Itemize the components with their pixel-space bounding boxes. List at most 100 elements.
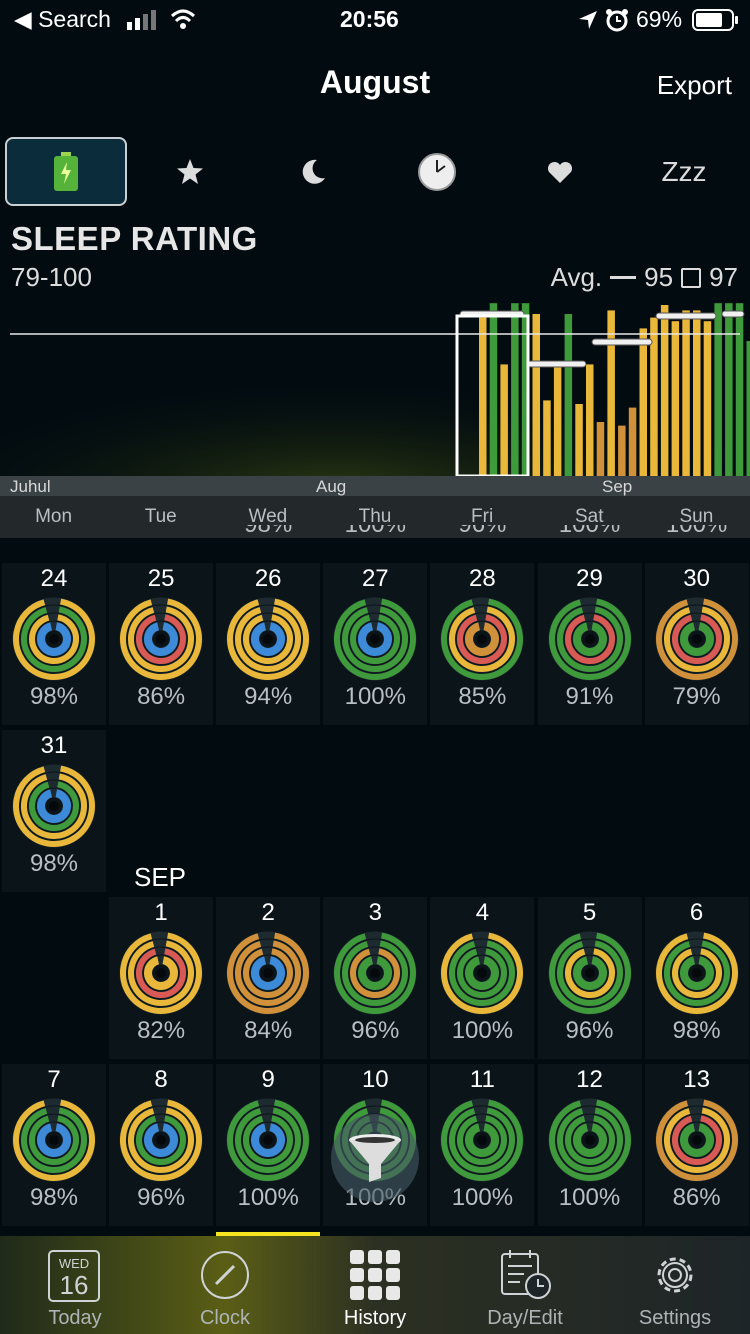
weekday-label-sun: Sun bbox=[679, 506, 714, 527]
day-cell[interactable]: 26 94% bbox=[216, 563, 321, 725]
sleep-rings-icon bbox=[12, 1098, 96, 1182]
day-cell[interactable]: 31 98% bbox=[2, 730, 106, 892]
sleep-rating-title: SLEEP RATING bbox=[11, 220, 258, 257]
partial-rating-percent: 100% bbox=[645, 525, 749, 539]
day-cell[interactable]: 1 82% bbox=[109, 897, 214, 1059]
day-cell[interactable]: 27 100% bbox=[323, 563, 428, 725]
tab-history[interactable]: History bbox=[300, 1236, 450, 1334]
tab-today[interactable]: WED 16 Today bbox=[0, 1236, 150, 1334]
month-strip: Juhul Aug Sep bbox=[0, 476, 750, 496]
day-cell[interactable]: 11 100% bbox=[430, 1064, 535, 1226]
chart-bar bbox=[735, 303, 744, 476]
moon-icon bbox=[302, 159, 325, 184]
month-label-sep-grid: SEP bbox=[134, 862, 187, 892]
rating-range: 79-100 bbox=[11, 262, 92, 292]
signal-icon bbox=[127, 10, 156, 30]
segment-zzz[interactable]: Zzz bbox=[661, 155, 707, 187]
box-swatch bbox=[681, 267, 702, 288]
day-cell[interactable]: 25 86% bbox=[109, 563, 214, 725]
day-cell[interactable]: 9 100% bbox=[216, 1064, 321, 1226]
day-rating-percent: 100% bbox=[237, 1184, 299, 1211]
sleep-rating-chart[interactable] bbox=[0, 290, 750, 496]
page-title: August bbox=[319, 64, 431, 100]
back-to-search-link[interactable]: ◀ Search bbox=[14, 6, 111, 32]
day-number: 9 bbox=[261, 1066, 275, 1093]
sleep-rings-icon bbox=[655, 597, 739, 681]
segment-star[interactable] bbox=[160, 137, 220, 206]
chart-bar bbox=[543, 400, 551, 476]
chart-bar bbox=[714, 303, 722, 476]
tab-settings[interactable]: Settings bbox=[600, 1236, 750, 1334]
day-rating-percent: 98% bbox=[29, 683, 79, 710]
sleep-rings-icon bbox=[12, 597, 96, 681]
weekday-label-sat: Sat bbox=[575, 506, 604, 527]
day-cell[interactable]: 24 98% bbox=[2, 563, 106, 725]
gear-icon bbox=[657, 1257, 693, 1293]
chart-bar bbox=[746, 341, 750, 476]
segment-clock[interactable] bbox=[406, 137, 468, 206]
calendar-clock-icon bbox=[501, 1250, 551, 1299]
filter-button[interactable] bbox=[331, 1114, 419, 1202]
chart-bar bbox=[511, 303, 519, 476]
day-cell[interactable]: 28 85% bbox=[430, 563, 535, 725]
chart-bar bbox=[693, 310, 701, 476]
funnel-icon bbox=[349, 1134, 401, 1182]
day-rating-percent: 96% bbox=[565, 1017, 614, 1044]
tab-clock[interactable]: Clock bbox=[150, 1236, 300, 1334]
clock-icon bbox=[418, 152, 456, 191]
day-rating-percent: 98% bbox=[672, 1017, 721, 1044]
day-cell[interactable]: 2 84% bbox=[216, 897, 321, 1059]
segment-heart[interactable] bbox=[530, 137, 590, 206]
day-rating-percent: 94% bbox=[244, 683, 293, 710]
day-number: 13 bbox=[683, 1066, 710, 1093]
day-rating-percent: 96% bbox=[137, 1184, 186, 1211]
day-cell[interactable]: 6 98% bbox=[644, 897, 749, 1059]
day-rating-percent: 84% bbox=[244, 1017, 293, 1044]
tab-day-edit[interactable]: Day/Edit bbox=[450, 1236, 600, 1334]
heart-icon bbox=[547, 161, 573, 183]
sleep-rings-icon bbox=[548, 1098, 631, 1182]
chart-bar bbox=[596, 422, 605, 476]
day-number: 7 bbox=[47, 1066, 61, 1093]
day-rating-percent: 100% bbox=[451, 1184, 514, 1211]
day-cell[interactable]: 4 100% bbox=[430, 897, 535, 1059]
tab-label: Today bbox=[48, 1307, 102, 1329]
weekday-header: Mon Tue Wed Thu Fri Sat Sun bbox=[0, 496, 750, 538]
star-icon bbox=[177, 158, 203, 184]
day-cell[interactable]: 3 96% bbox=[323, 897, 428, 1059]
month-label-jul: Juhul bbox=[10, 477, 51, 496]
segment-battery[interactable] bbox=[5, 137, 127, 206]
avg-label: Avg. bbox=[550, 262, 603, 292]
partial-rating-percent: 100% bbox=[323, 525, 427, 539]
day-rating-percent: 82% bbox=[137, 1017, 186, 1044]
box-value: 97 bbox=[709, 262, 738, 292]
day-cell[interactable]: 8 96% bbox=[109, 1064, 214, 1226]
active-tab-indicator bbox=[216, 1232, 320, 1236]
day-rating-percent: 86% bbox=[137, 683, 186, 710]
chart-bar bbox=[521, 303, 530, 476]
chart-bar bbox=[628, 407, 637, 476]
day-number: 27 bbox=[361, 565, 389, 592]
sleep-rings-icon bbox=[226, 597, 310, 681]
weekday-label-thu: Thu bbox=[358, 506, 392, 527]
day-number: 29 bbox=[576, 565, 603, 592]
wifi-icon bbox=[170, 9, 196, 29]
day-cell[interactable]: 12 100% bbox=[537, 1064, 642, 1226]
partial-rating-percent: 96% bbox=[430, 525, 534, 539]
segment-moon[interactable] bbox=[283, 137, 343, 206]
day-cell[interactable]: 7 98% bbox=[2, 1064, 106, 1226]
day-cell[interactable]: 29 91% bbox=[537, 563, 642, 725]
sleep-rings-icon bbox=[655, 931, 739, 1015]
export-button[interactable]: Export bbox=[656, 70, 732, 100]
sleep-rings-icon bbox=[333, 597, 417, 681]
calendar-weekday: WED bbox=[59, 1256, 89, 1271]
partial-rating-percent: 100% bbox=[538, 525, 642, 539]
day-cell[interactable]: 30 79% bbox=[644, 563, 749, 725]
weekly-avg-marker bbox=[527, 360, 587, 368]
day-cell[interactable]: 5 96% bbox=[537, 897, 642, 1059]
day-number: 10 bbox=[361, 1066, 389, 1093]
day-rating-percent: 86% bbox=[672, 1184, 721, 1211]
chart-bar bbox=[532, 314, 540, 476]
day-number: 26 bbox=[254, 565, 282, 592]
day-cell[interactable]: 13 86% bbox=[644, 1064, 749, 1226]
